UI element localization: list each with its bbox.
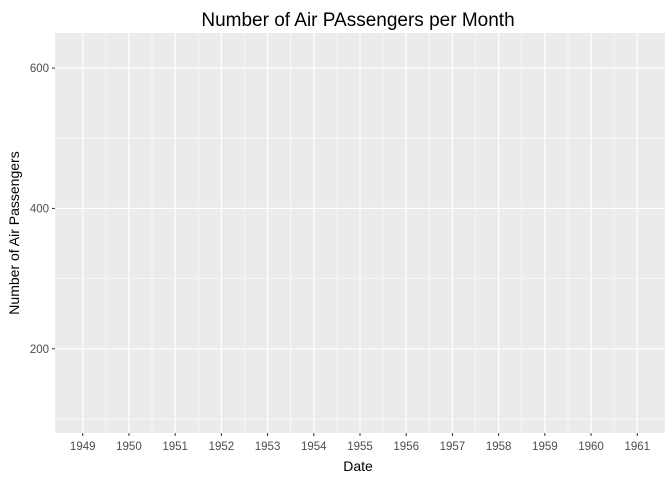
x-tick-label-1961: 1961 [624, 441, 650, 453]
x-tick-label-1949: 1949 [70, 441, 96, 453]
x-tick-label-1952: 1952 [209, 441, 235, 453]
y-axis: 200 400 600 [30, 63, 55, 356]
chart-title: Number of Air PAssengers per Month [201, 10, 514, 31]
x-tick-label-1954: 1954 [301, 441, 327, 453]
y-tick-label-600: 600 [30, 63, 49, 75]
x-tick-label-1957: 1957 [440, 441, 466, 453]
x-tick-label-1960: 1960 [578, 441, 604, 453]
x-axis: 1949 1950 1951 1952 1953 1954 1955 1956 1957 1958… [70, 433, 650, 453]
x-tick-label-1953: 1953 [255, 441, 281, 453]
x-tick-label-1956: 1956 [393, 441, 419, 453]
y-tick-label-400: 400 [30, 203, 49, 215]
x-tick-label-1951: 1951 [162, 441, 188, 453]
x-tick-label-1958: 1958 [486, 441, 512, 453]
y-axis-title: Number of Air Passengers [6, 151, 22, 314]
x-tick-label-1950: 1950 [116, 441, 142, 453]
major-grid [55, 33, 665, 433]
x-axis-title: Date [343, 458, 373, 474]
x-tick-label-1959: 1959 [532, 441, 558, 453]
x-tick-label-1955: 1955 [347, 441, 373, 453]
y-tick-label-200: 200 [30, 344, 49, 356]
